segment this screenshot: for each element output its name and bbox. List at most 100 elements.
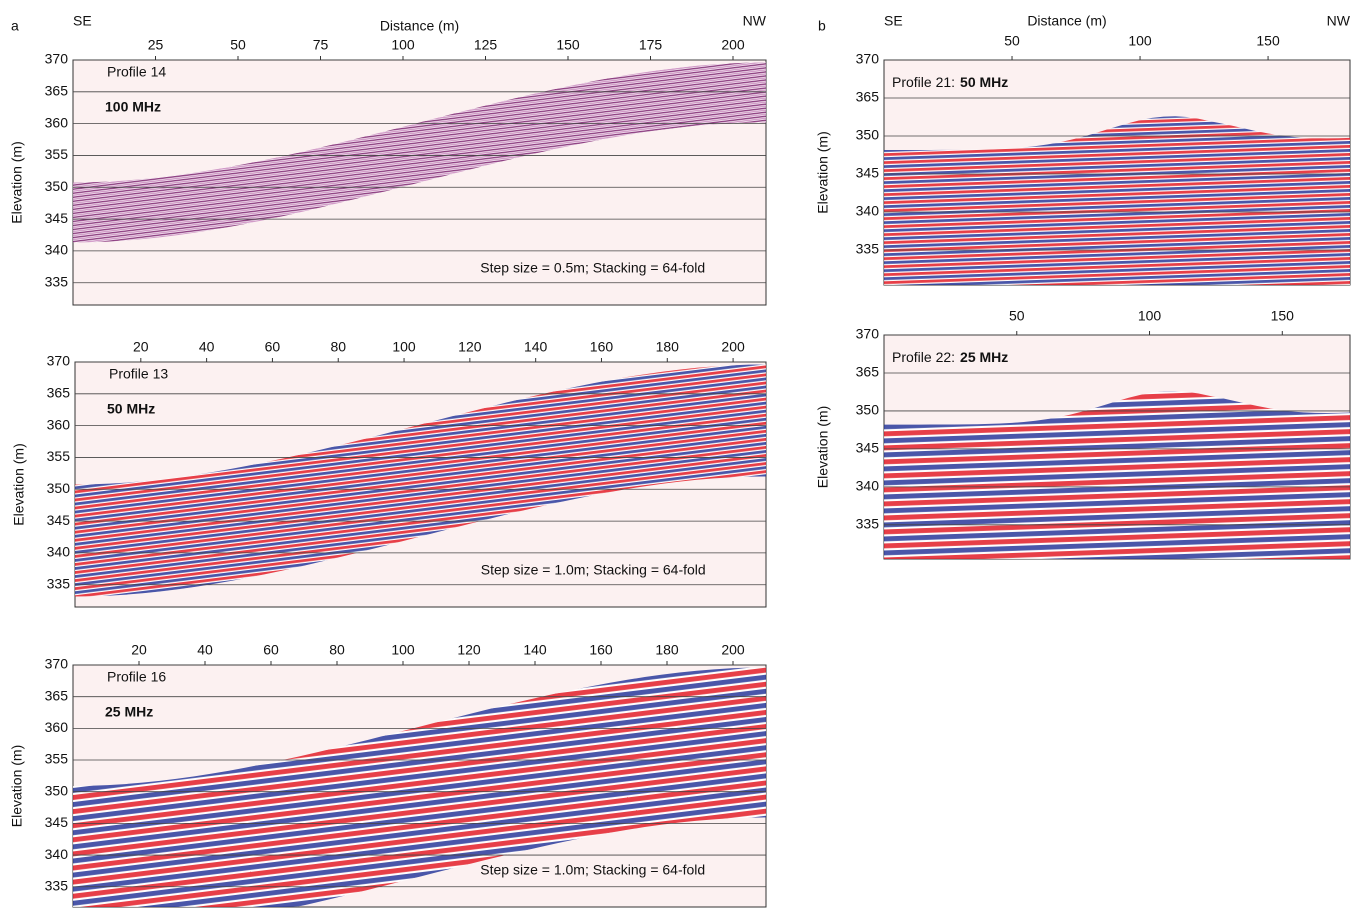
profile-label: Profile 14	[107, 64, 166, 80]
direction-right: NW	[1327, 13, 1351, 29]
x-tick-label: 100	[392, 339, 416, 355]
y-tick-label: 355	[45, 751, 69, 767]
y-tick-label: 370	[47, 353, 71, 369]
y-tick-label: 350	[45, 178, 69, 194]
y-tick-label: 350	[856, 402, 880, 418]
y-axis-label: Elevation (m)	[815, 406, 831, 488]
y-tick-label: 340	[45, 846, 69, 862]
x-tick-label: 200	[721, 642, 745, 658]
x-tick-label: 200	[721, 37, 745, 53]
y-tick-label: 365	[45, 83, 69, 99]
x-tick-label: 60	[263, 642, 279, 658]
y-tick-label: 365	[45, 687, 69, 703]
x-tick-label: 25	[148, 37, 164, 53]
x-tick-label: 140	[524, 339, 548, 355]
x-tick-label: 180	[655, 642, 679, 658]
x-tick-label: 60	[265, 339, 281, 355]
y-tick-label: 345	[45, 210, 69, 226]
frequency-label: 50 MHz	[107, 401, 155, 417]
frequency-label: 25 MHz	[960, 349, 1008, 365]
annotation: Step size = 0.5m; Stacking = 64-fold	[480, 260, 705, 276]
frequency-label: 100 MHz	[105, 99, 161, 115]
y-tick-label: 360	[47, 416, 71, 432]
profile-label: Profile 21: 50 MHz	[892, 74, 1008, 90]
y-tick-label: 370	[45, 51, 69, 67]
radar-section	[884, 116, 1350, 285]
y-tick-label: 335	[45, 877, 69, 893]
x-tick-label: 75	[313, 37, 329, 53]
x-tick-label: 40	[199, 339, 215, 355]
profile-name: Profile 21:	[892, 74, 955, 90]
y-axis-label: Elevation (m)	[815, 131, 831, 213]
x-tick-label: 160	[589, 642, 613, 658]
y-axis-label: Elevation (m)	[9, 141, 25, 223]
x-tick-label: 50	[230, 37, 246, 53]
y-tick-label: 370	[856, 326, 880, 342]
x-tick-label: 120	[457, 642, 481, 658]
x-tick-label: 80	[329, 642, 345, 658]
y-tick-label: 370	[45, 656, 69, 672]
x-tick-label: 150	[556, 37, 580, 53]
y-tick-label: 365	[856, 364, 880, 380]
x-tick-label: 100	[391, 37, 415, 53]
panel-letter: b	[818, 18, 826, 34]
x-tick-label: 50	[1004, 33, 1020, 49]
x-tick-label: 150	[1271, 308, 1295, 324]
y-tick-label: 340	[856, 203, 880, 219]
annotation: Step size = 1.0m; Stacking = 64-fold	[480, 862, 705, 878]
profile-label: Profile 22: 25 MHz	[892, 349, 1008, 365]
profile-label: Profile 13	[109, 366, 168, 382]
y-tick-label: 345	[856, 440, 880, 456]
direction-left: SE	[73, 13, 92, 29]
radar-section	[73, 62, 766, 243]
x-tick-label: 125	[474, 37, 498, 53]
direction-right: NW	[743, 13, 767, 29]
x-tick-label: 100	[1138, 308, 1162, 324]
y-axis-label: Elevation (m)	[9, 745, 25, 827]
radar-section	[884, 391, 1350, 559]
y-axis-label: Elevation (m)	[11, 443, 27, 525]
x-tick-label: 20	[133, 339, 149, 355]
frequency-label: 25 MHz	[105, 704, 153, 720]
frequency-label: 50 MHz	[960, 74, 1008, 90]
x-tick-label: 175	[639, 37, 663, 53]
x-tick-label: 120	[458, 339, 482, 355]
y-tick-label: 365	[47, 385, 71, 401]
x-tick-label: 80	[330, 339, 346, 355]
x-tick-label: 40	[197, 642, 213, 658]
y-tick-label: 350	[856, 127, 880, 143]
y-tick-label: 360	[45, 114, 69, 130]
radar-section	[75, 364, 766, 597]
y-tick-label: 335	[856, 516, 880, 532]
y-tick-label: 365	[856, 89, 880, 105]
y-tick-label: 340	[47, 544, 71, 560]
y-tick-label: 355	[45, 146, 69, 162]
x-axis-label: Distance (m)	[380, 18, 459, 34]
annotation: Step size = 1.0m; Stacking = 64-fold	[481, 562, 706, 578]
y-tick-label: 335	[856, 241, 880, 257]
direction-left: SE	[884, 13, 903, 29]
y-tick-label: 370	[856, 51, 880, 67]
x-tick-label: 200	[721, 339, 745, 355]
y-tick-label: 345	[47, 512, 71, 528]
x-tick-label: 140	[523, 642, 547, 658]
x-axis-label: Distance (m)	[1027, 13, 1106, 29]
y-tick-label: 350	[47, 480, 71, 496]
y-tick-label: 350	[45, 782, 69, 798]
x-tick-label: 150	[1256, 33, 1280, 49]
y-tick-label: 345	[45, 814, 69, 830]
x-tick-label: 20	[131, 642, 147, 658]
y-tick-label: 335	[45, 273, 69, 289]
profile-label: Profile 16	[107, 669, 166, 685]
y-tick-label: 360	[45, 719, 69, 735]
x-tick-label: 50	[1009, 308, 1025, 324]
x-tick-label: 100	[1128, 33, 1152, 49]
x-tick-label: 180	[656, 339, 680, 355]
y-tick-label: 340	[856, 478, 880, 494]
y-tick-label: 355	[47, 448, 71, 464]
y-tick-label: 335	[47, 575, 71, 591]
y-tick-label: 340	[45, 242, 69, 258]
panel-letter: a	[11, 18, 19, 34]
